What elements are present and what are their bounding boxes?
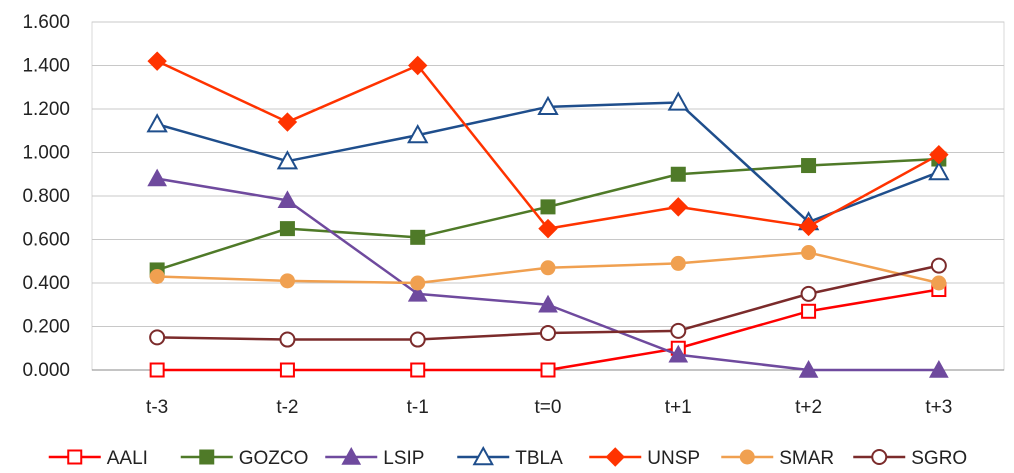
legend-label: LSIP bbox=[383, 448, 424, 468]
y-tick-label: 0.800 bbox=[22, 186, 70, 207]
data-point-unsp bbox=[929, 144, 949, 165]
legend-marker bbox=[341, 446, 362, 465]
data-point-lsip bbox=[147, 168, 167, 187]
x-tick-label: t+1 bbox=[665, 397, 692, 418]
data-point-aali bbox=[410, 362, 426, 378]
data-point-lsip bbox=[277, 190, 298, 209]
data-point-smar bbox=[279, 273, 295, 289]
series-line-gozco bbox=[156, 157, 939, 272]
data-point-lsip bbox=[538, 294, 558, 313]
data-point-sgro bbox=[930, 257, 947, 274]
legend-label: GOZCO bbox=[239, 448, 309, 468]
x-tick-label: t+3 bbox=[925, 397, 952, 418]
series-lsip bbox=[147, 168, 949, 378]
y-tick-label: 0.600 bbox=[22, 230, 70, 251]
data-point-smar bbox=[801, 245, 817, 261]
data-point-lsip bbox=[929, 359, 949, 378]
legend-marker bbox=[472, 445, 494, 466]
data-point-unsp bbox=[798, 216, 819, 237]
y-tick-label: 0.400 bbox=[22, 273, 70, 294]
data-point-tbla bbox=[667, 91, 689, 111]
data-point-lsip bbox=[407, 283, 428, 302]
y-tick-label: 1.400 bbox=[22, 56, 70, 77]
data-point-smar bbox=[540, 260, 556, 276]
y-tick-label: 0.200 bbox=[22, 317, 70, 338]
legend-label: SMAR bbox=[779, 448, 834, 468]
data-point-sgro bbox=[670, 322, 687, 339]
data-point-aali bbox=[801, 303, 817, 319]
x-tick-label: t-3 bbox=[146, 397, 168, 418]
data-point-sgro bbox=[149, 329, 166, 346]
legend-label: TBLA bbox=[515, 448, 563, 468]
x-tick-label: t-2 bbox=[276, 397, 298, 418]
legend-item-unsp: UNSP bbox=[589, 447, 700, 469]
data-point-sgro bbox=[279, 331, 296, 348]
data-point-gozco bbox=[540, 199, 556, 215]
x-tick-label: t=0 bbox=[535, 397, 562, 418]
series-sgro bbox=[149, 257, 947, 348]
series-unsp bbox=[147, 51, 949, 239]
y-tick-label: 1.200 bbox=[22, 99, 70, 120]
legend-marker bbox=[199, 449, 215, 465]
data-point-smar bbox=[149, 268, 165, 284]
data-point-gozco bbox=[801, 158, 817, 174]
data-point-aali bbox=[149, 362, 165, 378]
data-point-unsp bbox=[277, 112, 298, 132]
legend-item-gozco: GOZCO bbox=[180, 448, 309, 469]
x-tick-label: t+2 bbox=[795, 397, 822, 418]
legend-item-lsip: LSIP bbox=[325, 446, 424, 469]
data-point-gozco bbox=[670, 166, 686, 182]
legend-label: SGRO bbox=[911, 448, 967, 468]
data-point-smar bbox=[931, 275, 947, 291]
series-smar bbox=[149, 245, 947, 291]
legend-item-tbla: TBLA bbox=[457, 445, 563, 469]
legend-item-sgro: SGRO bbox=[853, 448, 967, 469]
legend: AALI GOZCO LSIP TBLA UNSP SMAR SGRO bbox=[48, 445, 967, 469]
data-point-gozco bbox=[410, 229, 426, 245]
legend-marker bbox=[739, 449, 755, 465]
y-tick-label: 1.600 bbox=[22, 12, 70, 33]
data-point-tbla bbox=[537, 95, 559, 116]
data-point-sgro bbox=[800, 285, 817, 302]
data-point-sgro bbox=[540, 325, 556, 342]
legend-label: UNSP bbox=[647, 448, 700, 468]
gridlines bbox=[92, 21, 1004, 371]
y-tick-label: 1.000 bbox=[22, 143, 70, 164]
legend-item-aali: AALI bbox=[48, 448, 148, 469]
legend-item-smar: SMAR bbox=[721, 448, 834, 469]
data-point-aali bbox=[279, 362, 295, 378]
data-point-tbla bbox=[146, 113, 168, 133]
data-point-lsip bbox=[668, 344, 689, 363]
y-tick-label: 0.000 bbox=[22, 360, 70, 381]
data-point-tbla bbox=[276, 150, 299, 170]
data-point-unsp bbox=[147, 51, 167, 71]
data-point-tbla bbox=[407, 124, 429, 144]
data-point-gozco bbox=[279, 221, 295, 237]
data-point-smar bbox=[410, 275, 426, 291]
data-point-lsip bbox=[798, 359, 819, 378]
legend-marker bbox=[67, 449, 83, 465]
legend-marker bbox=[605, 447, 625, 467]
data-point-tbla bbox=[928, 161, 950, 181]
data-point-unsp bbox=[538, 218, 558, 239]
legend-marker bbox=[871, 449, 888, 465]
data-point-aali bbox=[540, 362, 556, 378]
data-point-unsp bbox=[408, 55, 428, 76]
legend-label: AALI bbox=[107, 448, 148, 468]
data-point-smar bbox=[670, 255, 686, 271]
data-point-unsp bbox=[668, 197, 688, 217]
x-tick-label: t-1 bbox=[407, 397, 429, 418]
data-point-sgro bbox=[409, 331, 426, 348]
